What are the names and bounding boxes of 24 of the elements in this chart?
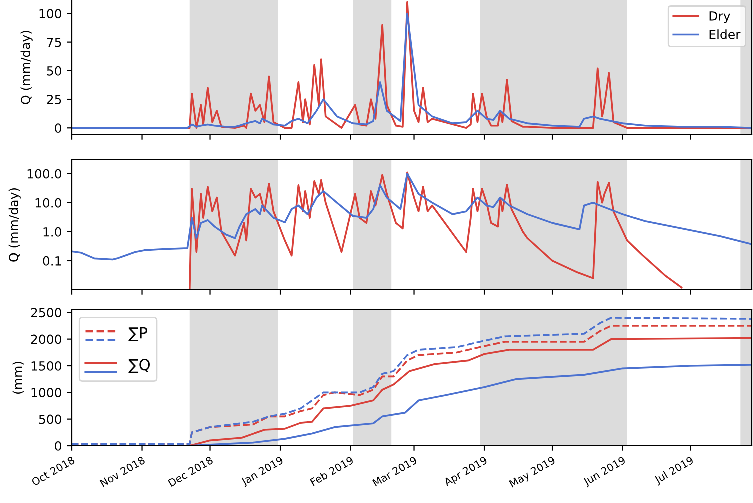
line-series (188, 172, 683, 290)
y-tick-label: 1500 (32, 361, 62, 371)
y-tick-label: 0.1 (43, 256, 62, 266)
y-axis-title: Q (mm/day) (8, 188, 21, 262)
y-tick-label: 100 (40, 9, 62, 19)
y-tick-label: 100.0 (28, 169, 62, 179)
y-tick-label: 2500 (31, 308, 62, 318)
legend-label: ∑P (128, 327, 148, 342)
y-tick-label: 25 (47, 95, 62, 104)
y-tick-label: 0 (55, 441, 62, 451)
y-tick-label: 50 (47, 66, 62, 76)
y-tick-label: 500 (39, 414, 62, 424)
y-tick-label: 75 (47, 38, 62, 48)
legend-label: Elder (710, 30, 741, 40)
y-tick-label: 1.0 (44, 227, 62, 237)
y-axis-title: (mm) (12, 362, 24, 394)
legend-label: ∑Q (128, 359, 150, 374)
y-tick-label: 1000 (32, 388, 62, 398)
y-axis-title: Q (mm/day) (20, 31, 33, 104)
y-tick-label: 0 (55, 124, 62, 134)
legend-label: Dry (710, 12, 730, 24)
line-series (72, 172, 752, 261)
y-tick-label: 2000 (31, 334, 62, 344)
y-tick-label: 10.0 (36, 198, 62, 208)
